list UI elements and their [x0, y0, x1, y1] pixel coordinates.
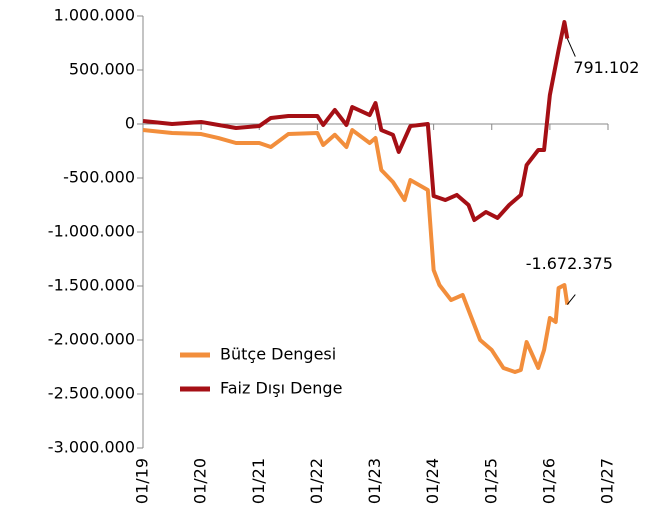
y-tick-label: 0	[125, 114, 135, 133]
y-tick-label: -1.000.000	[48, 222, 135, 241]
series-line	[142, 128, 570, 374]
x-tick-label: 01/23	[365, 458, 384, 504]
y-tick-label: 500.000	[69, 60, 135, 79]
y-tick-label: -3.000.000	[48, 438, 135, 457]
data-label: 791.102	[573, 58, 639, 77]
x-tick-label: 01/27	[598, 458, 617, 504]
y-tick-label: -2.500.000	[48, 384, 135, 403]
y-tick-label: -500.000	[63, 168, 135, 187]
y-tick-label: -1.500.000	[48, 276, 135, 295]
x-tick-label: 01/22	[307, 458, 326, 504]
label-leader	[566, 38, 576, 57]
x-tick-label: 01/26	[539, 458, 558, 504]
y-tick-label: -2.000.000	[48, 330, 135, 349]
x-tick-label: 01/20	[191, 458, 210, 504]
x-tick-label: 01/24	[423, 458, 442, 504]
legend-label: Bütçe Dengesi	[220, 345, 336, 364]
y-tick-label: 1.000.000	[54, 6, 135, 25]
x-tick-label: 01/25	[481, 458, 500, 504]
x-tick-label: 01/21	[249, 458, 268, 504]
data-label: -1.672.375	[526, 254, 613, 273]
series-line	[142, 20, 570, 223]
legend-label: Faiz Dışı Denge	[220, 379, 342, 398]
label-leader	[566, 294, 576, 305]
x-tick-label: 01/19	[133, 458, 152, 504]
